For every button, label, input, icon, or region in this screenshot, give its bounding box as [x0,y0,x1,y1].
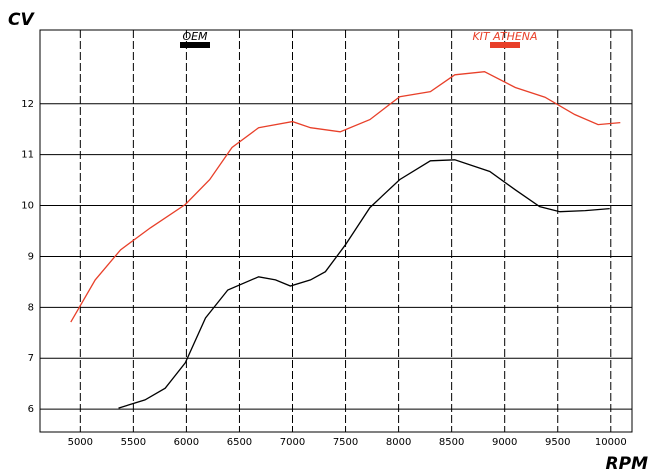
x-tick-label: 5000 [68,437,93,448]
y-tick-label: 8 [28,302,34,313]
y-axis-label: CV [8,10,35,30]
y-tick-label: 7 [28,353,34,364]
y-tick-label: 12 [21,99,34,110]
x-tick-label: 9500 [545,437,570,448]
x-tick-label: 6000 [174,437,199,448]
x-tick-label: 10000 [595,437,627,448]
legend-label: OEM [182,30,208,43]
plot-frame [39,29,633,433]
legend-label: KIT ATHENA [472,30,537,43]
x-tick-label: 7500 [333,437,358,448]
legend-swatch [490,42,520,48]
x-tick-label: 9000 [492,437,517,448]
x-tick-label: 7000 [280,437,305,448]
y-tick-label: 11 [21,150,34,161]
x-tick-label: 5500 [121,437,146,448]
x-tick-label: 8500 [439,437,464,448]
x-tick-label: 6500 [227,437,252,448]
x-tick-label: 8000 [386,437,411,448]
data-line [70,71,621,323]
legend-swatch [180,42,210,48]
y-tick-label: 6 [28,404,34,415]
x-axis-label: RPM [606,454,649,474]
y-tick-label: 9 [28,251,34,262]
data-line [118,159,610,409]
y-tick-label: 10 [21,201,34,212]
